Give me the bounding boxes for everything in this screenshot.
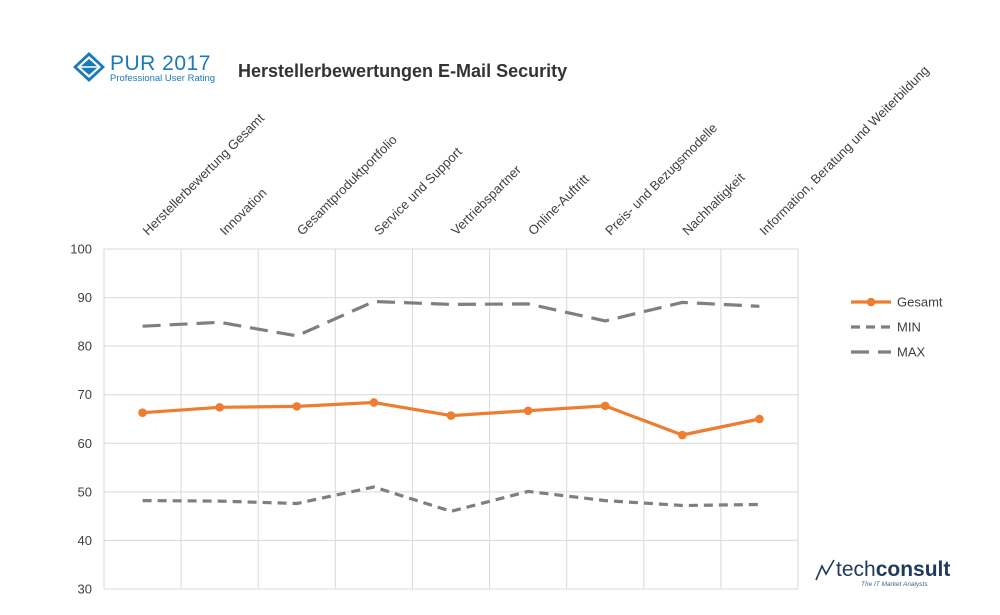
y-axis: 30 40 50 60 70 80 90 100 [70,242,92,597]
legend-label: Gesamt [897,295,943,310]
y-tick-label: 70 [78,387,92,402]
techconsult-logo: techconsult The IT Market Analysts [815,558,950,588]
legend-label: MIN [897,320,921,335]
data-point-gesamt [446,411,456,420]
data-point-gesamt [215,403,224,412]
series [138,299,764,513]
y-tick-label: 80 [78,339,92,354]
data-point-gesamt [755,414,764,424]
legend-label: MAX [897,345,926,360]
y-tick-label: 50 [78,484,92,499]
y-tick-label: 90 [78,290,92,305]
series-line-max [142,299,760,338]
x-tick-label: Herstellerbewertung Gesamt [140,110,268,238]
data-point-gesamt [138,408,147,417]
techconsult-main: consult [876,558,951,581]
y-tick-label: 60 [78,436,92,451]
checkmark-icon [815,559,835,581]
x-tick-label: Information, Beratung und Weiterbildung [756,63,931,238]
data-point-gesamt [292,402,302,411]
x-tick-label: Online-Auftritt [525,171,592,238]
logo-title: PUR 2017 [110,52,211,75]
x-tick-label: Innovation [217,185,270,238]
data-point-gesamt [369,398,379,407]
grid [103,248,799,590]
x-tick-label: Nachhaltigkeit [679,170,748,239]
legend-marker [866,297,876,307]
x-tick-label: Vertriebspartner [448,162,524,238]
data-point-gesamt [600,401,610,411]
data-point-gesamt [678,430,687,440]
logo-subtitle: Professional User Rating [110,73,215,84]
chart-title: Herstellerbewertungen E-Mail Security [238,61,567,81]
legend: Gesamt MIN MAX [851,295,943,360]
y-tick-label: 40 [78,533,92,548]
series-line-min [142,485,760,513]
y-tick-label: 30 [78,582,92,597]
techconsult-tagline: The IT Market Analysts [861,581,928,588]
y-tick-label: 100 [70,242,92,257]
diamond-icon [73,52,105,82]
techconsult-wordmark: techconsult [836,558,950,581]
pur-logo: PUR 2017 Professional User Rating [73,52,215,84]
techconsult-prefix: tech [836,558,876,581]
data-point-gesamt [523,406,533,416]
